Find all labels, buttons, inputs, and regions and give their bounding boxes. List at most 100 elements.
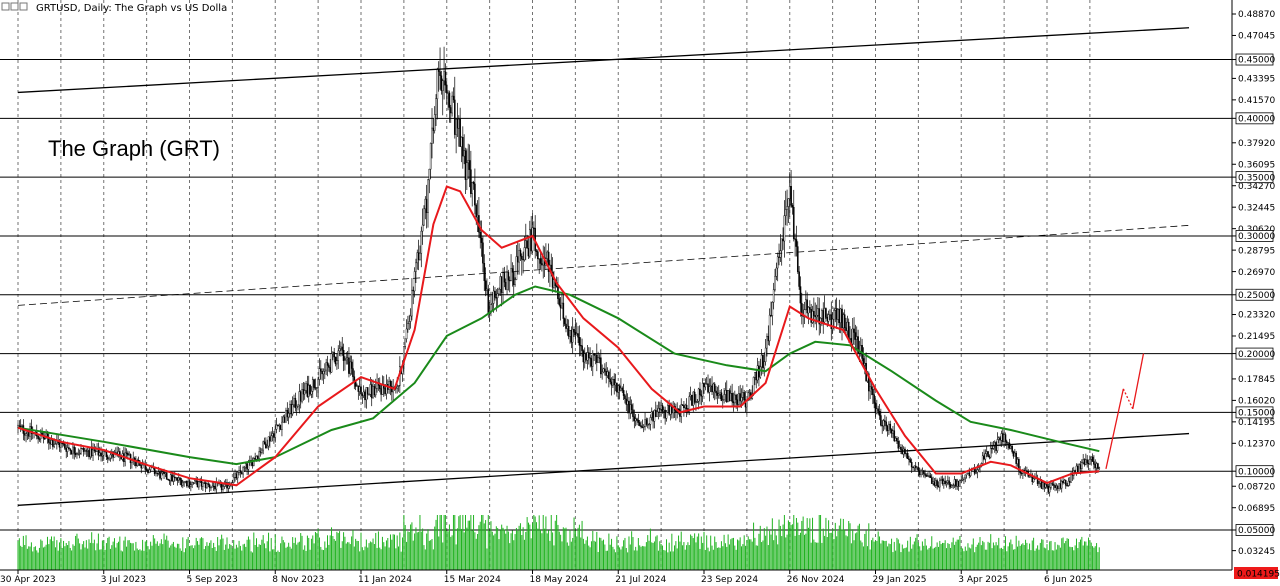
- candle-body: [914, 465, 917, 468]
- candle-body: [1087, 462, 1090, 465]
- candle-body: [273, 433, 275, 438]
- candle-body: [157, 471, 160, 474]
- candle-body: [1047, 485, 1050, 493]
- candle-body: [791, 205, 794, 208]
- candle-body: [877, 408, 879, 412]
- candle-body: [220, 483, 223, 490]
- candle-body: [494, 290, 496, 298]
- candle-body: [397, 385, 400, 387]
- price-tick-label: 0.30620: [1238, 225, 1275, 235]
- current-price-box: [1234, 567, 1278, 579]
- candle-body: [325, 362, 327, 371]
- candle-body: [1014, 452, 1016, 457]
- candle-body: [849, 338, 851, 340]
- candle-body: [898, 446, 901, 449]
- candle-body: [889, 423, 892, 430]
- candle-body: [613, 379, 616, 386]
- candle-body: [827, 314, 830, 322]
- candle-body: [720, 392, 723, 401]
- candle-body: [281, 421, 283, 430]
- candle-body: [527, 248, 530, 257]
- candle-body: [661, 405, 664, 412]
- candle-body: [945, 482, 948, 484]
- candle-body: [579, 345, 582, 347]
- candle-body: [539, 258, 542, 264]
- candle-body: [404, 338, 407, 347]
- level-label-box: [1235, 465, 1274, 478]
- candle-body: [790, 186, 792, 206]
- candle-body: [496, 293, 499, 298]
- candle-body: [823, 308, 826, 323]
- candle-body: [1048, 487, 1051, 493]
- candle-body: [236, 471, 239, 479]
- candle-body: [463, 150, 465, 157]
- candle-body: [787, 198, 790, 207]
- candle-body: [257, 456, 259, 459]
- candle-body: [77, 453, 80, 455]
- candle-body: [897, 441, 900, 449]
- candle-body: [191, 482, 193, 485]
- candle-body: [748, 392, 751, 394]
- candle-body: [190, 484, 192, 487]
- candle-body: [842, 314, 845, 329]
- candle-body: [269, 436, 271, 442]
- candle-body: [483, 263, 486, 281]
- candle-body: [508, 279, 511, 282]
- price-tick-label: 0.23320: [1238, 311, 1275, 321]
- candle-body: [763, 361, 766, 369]
- projection-leg: [1105, 388, 1125, 469]
- candle-body: [829, 314, 831, 316]
- candle-body: [815, 315, 818, 318]
- candle-body: [1008, 442, 1011, 449]
- candle-body: [330, 353, 333, 373]
- trendline: [17, 224, 1190, 306]
- candle-body: [642, 425, 645, 428]
- time-tick-label: 23 Sep 2024: [701, 575, 758, 585]
- candle-body: [184, 480, 187, 483]
- ma-slow-line: [17, 285, 1100, 466]
- candle-body: [337, 350, 340, 361]
- candle-body: [345, 357, 348, 361]
- candle-body: [1055, 485, 1058, 488]
- candle-body: [833, 310, 835, 320]
- time-tick-label: 3 Jul 2023: [101, 575, 146, 585]
- candle-body: [522, 259, 524, 261]
- candle-body: [512, 272, 515, 285]
- candle-body: [520, 255, 523, 260]
- candle-body: [1062, 481, 1064, 484]
- candle-body: [417, 252, 420, 261]
- price-tick-label: 0.36095: [1238, 160, 1275, 170]
- candle-body: [340, 346, 342, 349]
- candle-body: [179, 477, 181, 481]
- candle-body: [38, 438, 41, 440]
- price-axis: 0.48870 0.47045 0.45000 0.43395 0.41570 0.400…: [1232, 0, 1280, 586]
- candle-body: [934, 480, 937, 486]
- candle-body: [244, 463, 247, 468]
- candle-body: [932, 481, 934, 484]
- candle-body: [305, 383, 307, 391]
- candle-body: [936, 480, 938, 486]
- candle-body: [203, 482, 206, 484]
- candle-body: [838, 309, 841, 323]
- candle-body: [64, 443, 66, 449]
- candle-body: [432, 127, 435, 131]
- candle-body: [739, 393, 741, 402]
- candle-body: [291, 404, 294, 415]
- candle-body: [456, 118, 459, 129]
- candle-body: [207, 483, 210, 485]
- candle-body: [843, 314, 846, 329]
- candle-body: [108, 457, 110, 460]
- candle-body: [582, 350, 585, 363]
- projection-leg: [1132, 353, 1145, 409]
- candle-body: [435, 98, 437, 115]
- candle-body: [999, 437, 1001, 441]
- candle-body: [806, 299, 808, 314]
- candle-body: [199, 480, 202, 483]
- candle-body: [180, 479, 183, 486]
- candle-body: [863, 363, 866, 366]
- candle-body: [1093, 461, 1095, 465]
- candle-body: [908, 458, 910, 461]
- candle-body: [1050, 483, 1052, 488]
- candle-body: [26, 432, 29, 434]
- candle-body: [652, 411, 654, 422]
